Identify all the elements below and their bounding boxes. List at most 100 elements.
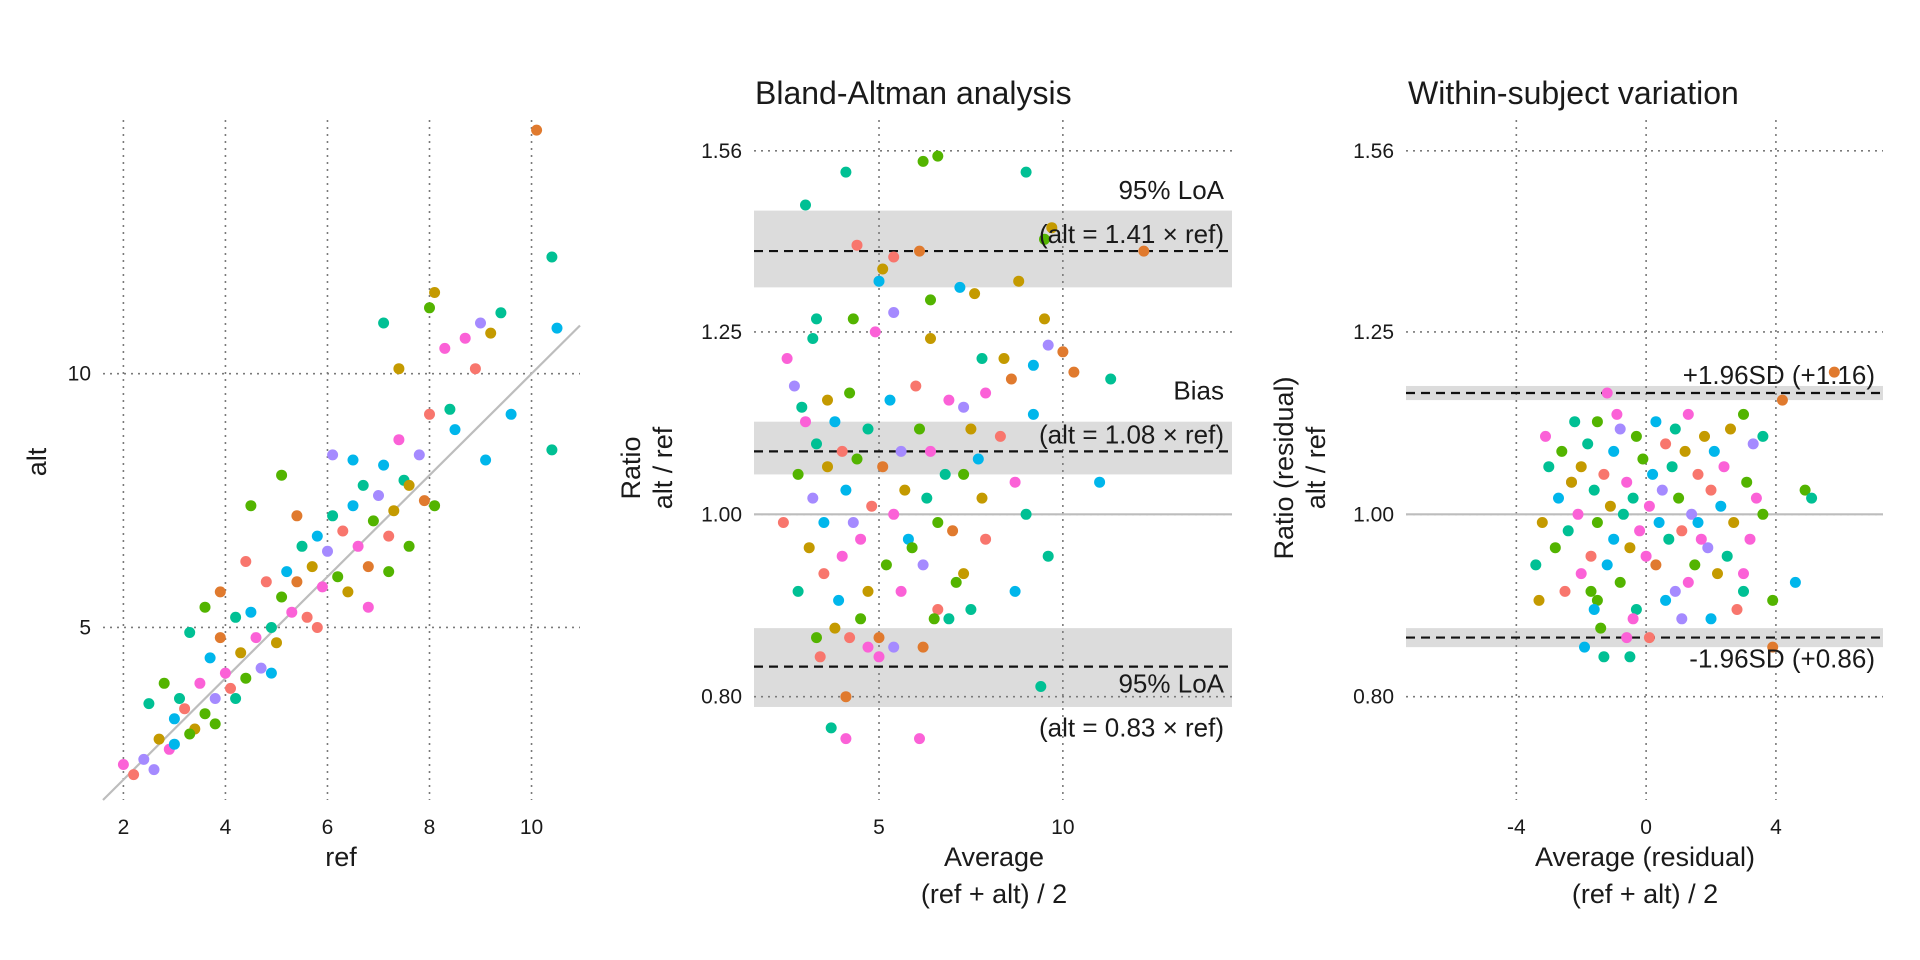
data-point (980, 387, 992, 399)
data-point (546, 251, 558, 263)
data-point (1663, 533, 1675, 545)
data-point (148, 764, 160, 776)
data-point (1559, 585, 1571, 597)
data-point (1679, 445, 1691, 457)
panel-within-subject: -4 0 4 0.80 1.00 1.25 1.56 +1.96SD (+1.16) -1.9… (1269, 75, 1883, 909)
p1-points (777, 150, 1150, 745)
data-point (925, 294, 936, 306)
data-point (965, 423, 977, 435)
data-point (1039, 313, 1050, 325)
data-point (393, 363, 405, 375)
data-point (1640, 550, 1652, 562)
data-point (1718, 461, 1730, 473)
data-point (1105, 373, 1117, 385)
p2-xtick-label: 0 (1640, 816, 1652, 839)
data-point (418, 495, 430, 507)
data-point (337, 525, 349, 537)
data-point (917, 559, 929, 571)
data-point (1608, 445, 1620, 457)
data-point (1828, 366, 1840, 378)
data-point (1027, 408, 1039, 420)
data-point (281, 566, 293, 578)
data-point (932, 150, 944, 162)
data-point (840, 691, 852, 703)
data-point (1660, 594, 1672, 606)
data-point (184, 627, 196, 638)
data-point (439, 342, 451, 354)
data-point (276, 469, 288, 481)
data-point (803, 542, 815, 554)
data-point (884, 394, 896, 406)
data-point (1738, 568, 1749, 580)
data-point (1676, 525, 1688, 537)
data-point (286, 606, 298, 618)
data-point (311, 622, 323, 633)
data-point (475, 317, 486, 329)
data-point (327, 449, 339, 461)
p2-ytick-label: 0.80 (1353, 686, 1394, 709)
data-point (869, 326, 881, 338)
data-point (184, 728, 196, 740)
p0-ytick-label: 10 (68, 363, 91, 386)
upper-loa-ci-band (754, 210, 1232, 288)
data-point (1042, 339, 1054, 351)
data-point (1614, 423, 1626, 435)
data-point (1630, 604, 1642, 615)
data-point (143, 698, 155, 710)
data-point (1705, 613, 1717, 625)
data-point (117, 759, 129, 770)
data-point (1046, 222, 1058, 234)
data-point (1585, 550, 1597, 562)
data-point (531, 124, 543, 136)
data-point (352, 540, 364, 552)
data-point (1643, 632, 1655, 644)
data-point (818, 517, 830, 528)
data-point (1682, 576, 1694, 588)
data-point (429, 500, 441, 512)
data-point (1666, 461, 1678, 473)
data-point (1020, 166, 1032, 178)
data-point (378, 317, 390, 329)
data-point (947, 525, 959, 537)
p0-xtick-label: 10 (520, 816, 543, 839)
data-point (1588, 484, 1600, 496)
data-point (459, 332, 471, 344)
data-point (1673, 492, 1685, 504)
data-point (1692, 517, 1704, 528)
data-point (1549, 542, 1561, 554)
data-point (1553, 492, 1564, 504)
data-point (847, 517, 859, 528)
data-point (910, 380, 922, 392)
data-point (301, 611, 313, 623)
data-point (1556, 445, 1568, 457)
data-point (840, 484, 852, 496)
data-point (383, 530, 395, 542)
data-point (444, 403, 456, 415)
data-point (1575, 568, 1587, 580)
data-point (1789, 576, 1801, 588)
data-point (1757, 430, 1769, 442)
data-point (362, 601, 374, 613)
data-point (214, 632, 226, 644)
data-point (383, 566, 395, 578)
data-point (994, 430, 1006, 442)
data-point (1647, 468, 1659, 480)
p1-title: Bland-Altman analysis (755, 75, 1072, 111)
data-point (836, 445, 848, 457)
data-point (480, 454, 492, 466)
p0-ytick-label: 5 (79, 616, 91, 639)
data-point (1721, 550, 1733, 562)
data-point (194, 677, 206, 689)
data-point (998, 353, 1010, 364)
data-point (914, 423, 925, 435)
data-point (1695, 533, 1707, 545)
data-point (316, 581, 328, 593)
data-point (230, 611, 242, 623)
data-point (1579, 641, 1590, 653)
data-point (1624, 542, 1636, 554)
data-point (1744, 533, 1756, 545)
data-point (1731, 604, 1743, 615)
data-point (873, 632, 885, 644)
data-point (925, 445, 936, 457)
data-point (265, 622, 277, 633)
